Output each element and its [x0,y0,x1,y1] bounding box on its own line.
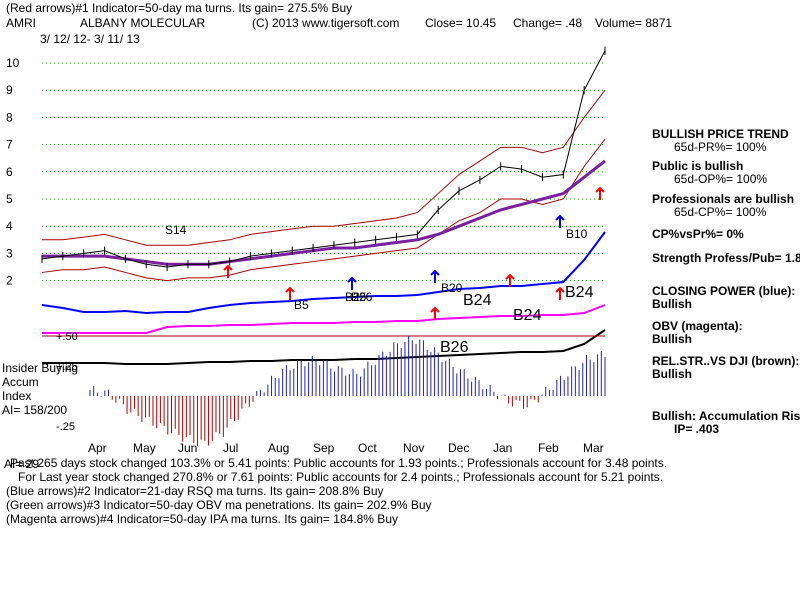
trend-panel-1: BULLISH PRICE TREND 65d-PR%= 100% [652,128,789,154]
signal-label: B24 [463,292,492,309]
obv-value: Bullish [652,332,693,346]
accum-value: IP= .403 [674,422,720,436]
ticker: AMRI [6,16,36,30]
signal-label: B26 [440,339,469,356]
closing-power-title: CLOSING POWER (blue): [652,284,796,298]
accum-tick-label: -.25 [56,421,75,433]
y-tick-label: 7 [6,138,13,152]
signal-arrow-head [595,186,605,193]
date-range: 3/ 12/ 12- 3/ 11/ 13 [40,32,140,46]
x-tick-label: Mar [583,441,604,455]
y-tick-label: 6 [6,165,13,179]
ma-line [42,159,606,266]
strength-ratio-value: Strength Profess/Pub= 1.8 [652,251,800,265]
y-tick-label: 3 [6,246,13,260]
insider-label: Insider Buying [2,361,79,375]
trend-title: BULLISH PRICE TREND [652,127,789,141]
footer-line-2: For Last year stock changed 270.8% or 7.… [18,470,664,484]
x-tick-label: Apr [88,441,107,455]
signal-arrow-head [347,276,357,283]
footer-line-3: (Blue arrows)#2 Indicator=21-day RSQ ma … [6,484,384,498]
signal-label: B26 [351,290,373,304]
x-tick-label: Nov [403,441,424,455]
rel-str-line [42,329,606,365]
x-tick-label: Dec [448,441,469,455]
signal-arrow-head [505,273,515,280]
company-name: ALBANY MOLECULAR [80,16,206,30]
public-title: Public is bullish [652,159,744,173]
trend-value: 65d-PR%= 100% [674,140,767,154]
y-tick-label: 4 [6,219,13,233]
signal-arrow-head [223,264,233,271]
public-value: 65d-OP%= 100% [674,172,768,186]
x-tick-label: Jul [223,441,238,455]
footer-line-5: (Magenta arrows)#4 Indicator=50-day IPA … [6,512,398,526]
y-tick-label: 5 [6,192,13,206]
signal-arrow-head [430,306,440,313]
cp-vs-pr-value: CP%vsPr%= 0% [652,227,744,241]
signal-label: B24 [565,284,594,301]
accum-panel: Bullish: Accumulation Rising IP= .403 [652,410,800,436]
upper-band-line [42,89,606,246]
x-tick-label: Aug [268,441,289,455]
signal-label: B20 [441,281,463,295]
x-tick-label: Sep [313,441,335,455]
closing-power-panel: CLOSING POWER (blue): Bullish [652,285,795,311]
accum-label: Accum [2,375,39,389]
signal-label: B24 [513,307,542,324]
index-label: Index [2,389,32,403]
accum-tick-label: +.50 [56,331,78,343]
signal-label: B10 [566,227,588,241]
obv-panel: OBV (magenta): Bullish [652,320,743,346]
x-tick-label: Jan [493,441,512,455]
relstr-value: Bullish [652,367,693,381]
strength-ratio: Strength Profess/Pub= 1.8 [652,252,800,265]
change-value: Change= .48 [513,16,583,30]
close-value: Close= 10.45 [425,16,497,30]
signal-arrow-head [555,286,565,293]
y-tick-label: 2 [6,274,13,288]
relstr-title: REL.STR..VS DJI (brown): [652,354,800,368]
y-tick-label: 10 [6,56,20,70]
lower-band-line [41,138,606,282]
closing-power-line [41,231,606,315]
pro-value: 65d-CP%= 100% [674,205,767,219]
x-tick-label: May [133,441,156,455]
price-line [41,50,606,268]
closing-power-value: Bullish [652,297,693,311]
y-tick-label: 8 [6,110,13,124]
trend-panel-2: Public is bullish 65d-OP%= 100% [652,160,767,186]
signal-label: S14 [165,223,187,237]
cp-vs-pr: CP%vsPr%= 0% [652,228,744,241]
x-tick-label: Feb [538,441,559,455]
indicator-line-1: (Red arrows)#1 Indicator=50-day ma turns… [6,1,353,15]
signal-label: B25 [345,290,367,304]
volume-value: Volume= 8871 [595,16,673,30]
signal-arrow-head [430,269,440,276]
trend-panel-3: Professionals are bullish 65d-CP%= 100% [652,193,794,219]
signal-arrow-head [285,286,295,293]
obv-title: OBV (magenta): [652,319,743,333]
x-tick-label: Oct [358,441,377,455]
obv-line [42,304,606,334]
accum-tick-label: +.25 [56,361,78,373]
x-tick-label: Jun [178,441,197,455]
signal-arrow-head [555,214,565,221]
relstr-panel: REL.STR..VS DJI (brown): Bullish [652,355,799,381]
ai-low-label: AI= 29 [4,457,40,471]
y-tick-label: 9 [6,83,13,97]
ai-label: AI= 158/200 [2,403,68,417]
footer-line-4: (Green arrows)#3 Indicator=50-day OBV ma… [6,498,432,512]
accum-title: Bullish: Accumulation Rising [652,409,800,423]
footer-line-1: Past 265 days stock changed 103.3% or 5.… [10,456,668,470]
signal-label: B5 [294,298,309,312]
copyright: (C) 2013 www.tigersoft.com [252,16,400,30]
pro-title: Professionals are bullish [652,192,795,206]
